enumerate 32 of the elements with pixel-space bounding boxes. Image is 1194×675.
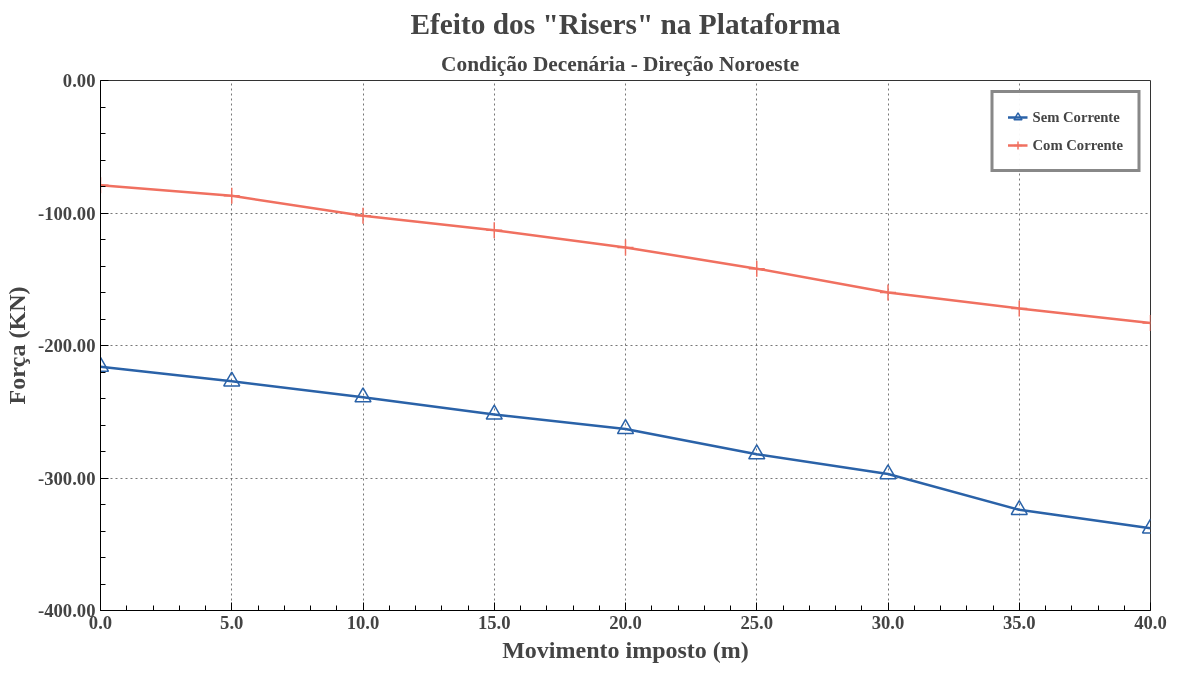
point [354, 206, 372, 225]
point [223, 187, 241, 205]
point [485, 404, 503, 420]
x-tick-label: 40.0 [1134, 611, 1167, 633]
x-tick-label: 35.0 [1002, 611, 1036, 633]
y-axis-title: Força (KN) [3, 286, 30, 405]
x-tick-label: 25.0 [740, 611, 774, 633]
legend-label: Com Corrente [1032, 136, 1123, 154]
point [354, 387, 372, 403]
point [1010, 299, 1028, 318]
y-tick-label: -300.00 [37, 467, 96, 489]
x-tick-label: 20.0 [609, 611, 642, 633]
y-tick-label: -100.00 [37, 202, 96, 224]
point [485, 221, 503, 239]
x-axis-title: Movimento imposto (m) [502, 636, 749, 663]
point [748, 444, 766, 460]
x-tick-label: 10.0 [346, 611, 380, 633]
x-tick-label: 30.0 [871, 611, 905, 633]
point [223, 371, 241, 387]
y-tick-label: -200.00 [37, 335, 96, 356]
point [879, 283, 897, 302]
point [879, 464, 897, 480]
chart-subtitle: Condição Decenária - Direção Noroeste [441, 51, 800, 76]
legend-label: Sem Corrente [1032, 108, 1120, 126]
chart-title: Efeito dos "Risers" na Plataforma [410, 7, 841, 40]
y-tick-label: 0.00 [62, 70, 96, 91]
point [748, 259, 766, 278]
point [616, 238, 635, 257]
x-tick-label: 15.0 [477, 611, 511, 633]
point [616, 418, 635, 435]
point [1010, 499, 1028, 516]
x-tick-label: 5.0 [220, 611, 244, 633]
